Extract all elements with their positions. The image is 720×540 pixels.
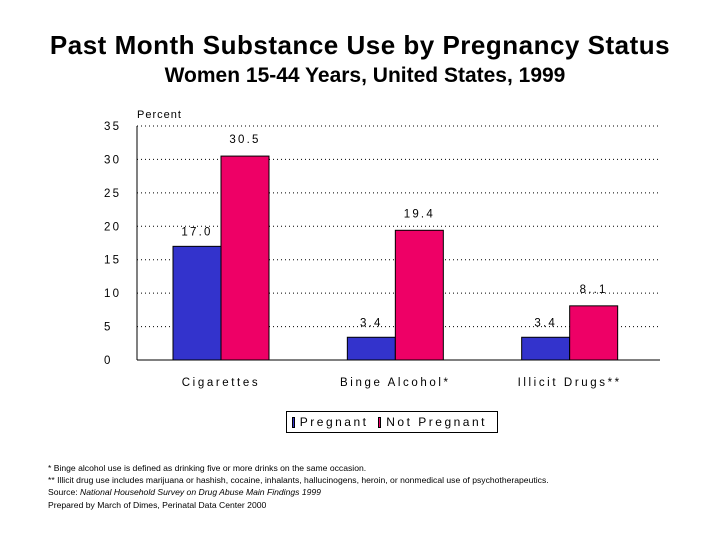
y-tick-label-25: 25 [104,188,121,200]
data-label-not-pregnant-1: 19.4 [404,208,435,220]
bar-not-pregnant-0 [220,155,270,361]
source-line: Source: National Household Survey on Dru… [48,486,549,498]
legend-label-pregnant: Pregnant [299,415,369,429]
bar-not-pregnant-1 [394,229,444,361]
footnote-illicit: ** Illicit drug use includes marijuana o… [48,475,549,486]
bar-pregnant-2 [521,336,571,361]
footnotes: * Binge alcohol use is defined as drinki… [48,462,549,511]
bar-not-pregnant-2 [569,305,619,361]
prepared-by: Prepared by March of Dimes, Perinatal Da… [48,499,267,510]
y-tick-label-15: 15 [104,255,121,267]
y-tick-label-10: 10 [104,288,121,300]
bar-pregnant-1 [346,336,396,361]
source-title: National Household Survey on Drug Abuse … [80,487,321,498]
bar-pregnant-0 [172,245,222,361]
y-tick-label-5: 5 [104,322,113,334]
chart-title: Past Month Substance Use by Pregnancy St… [49,30,671,60]
y-tick-label-30: 30 [104,154,121,166]
legend: Pregnant Not Pregnant [286,411,498,433]
data-label-not-pregnant-0: 30.5 [229,134,260,146]
source-prefix: Source: [48,487,81,498]
x-tick-label-2: Illicit Drugs** [518,377,622,389]
legend-swatch-not-pregnant [378,416,382,428]
data-label-pregnant-1: 3.4 [360,317,383,329]
legend-swatch-pregnant [292,416,295,428]
x-tick-label-0: Cigarettes [182,377,260,389]
data-label-pregnant-0: 17.0 [181,226,212,238]
y-tick-label-35: 35 [104,121,121,133]
footnote-binge: * Binge alcohol use is defined as drinki… [48,463,367,473]
data-label-pregnant-2: 3.4 [534,317,557,329]
y-tick-label-20: 20 [104,221,121,233]
data-label-not-pregnant-2: 8..1 [580,284,608,296]
legend-label-not-pregnant: Not Pregnant [386,415,487,429]
y-tick-label-0: 0 [104,355,113,367]
chart-subtitle: Women 15-44 Years, United States, 1999 [164,64,566,87]
y-axis-title: Percent [137,109,182,121]
x-tick-label-1: Binge Alcohol* [340,377,451,389]
